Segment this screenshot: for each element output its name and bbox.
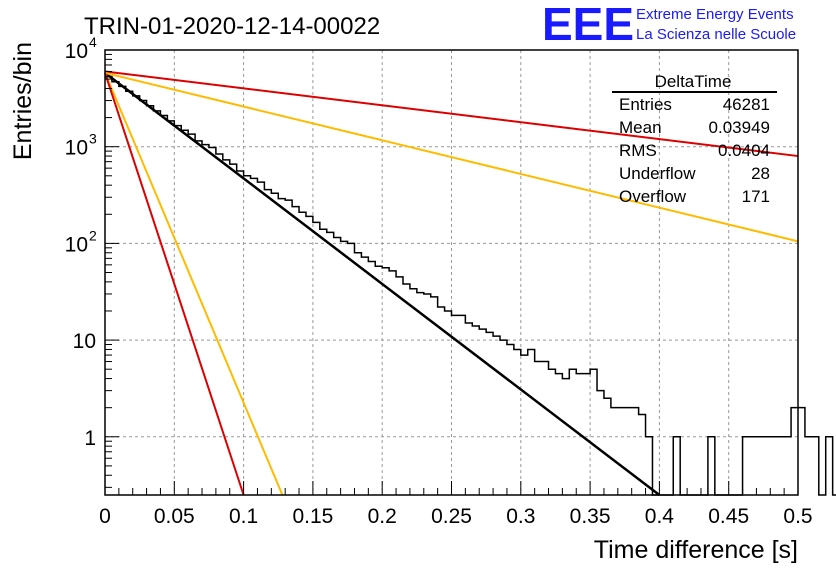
fit-curve-red-fast [104, 72, 245, 496]
x-tick-label: 0.4 [645, 505, 675, 528]
fit-curves [104, 70, 799, 496]
y-axis-label: Entries/bin [9, 42, 37, 160]
x-tick-label: 0 [99, 505, 111, 528]
x-tick-label: 0.5 [783, 505, 812, 528]
x-tick-labels: 0 0.05 0.1 0.15 0.2 0.25 0.3 0.35 0.4 0.45 0.5 [99, 505, 812, 528]
y-tick-label: 10 [73, 330, 96, 353]
x-tick-label: 0.25 [431, 505, 472, 528]
stats-value: 46281 [723, 95, 770, 114]
stats-value: 0.03949 [709, 118, 770, 137]
y-tick-exponent: 3 [89, 131, 97, 147]
x-axis-label: Time difference [s] [594, 536, 798, 564]
grid-lines [105, 50, 798, 495]
axis-ticks [104, 49, 799, 495]
x-tick-label: 0.1 [229, 505, 258, 528]
stats-name: DeltaTime [655, 72, 732, 91]
eee-logo: EEE Extreme Energy Events La Scienza nel… [542, 0, 796, 50]
y-tick-exponent: 2 [89, 227, 97, 243]
fit-curve-yellow-fast [104, 72, 284, 496]
x-tick-label: 0.15 [292, 505, 333, 528]
stats-value: 28 [751, 164, 770, 183]
logo-line-2: La Scienza nelle Scuole [636, 26, 796, 43]
fit-curve-red-slow [104, 70, 799, 158]
fit-curve-yellow-slow [104, 71, 799, 243]
stats-label: Entries [619, 95, 672, 114]
stats-label: RMS [619, 141, 657, 160]
x-tick-label: 0.05 [154, 505, 195, 528]
y-tick-label: 1 [84, 427, 96, 450]
y-tick-label: 10 [65, 233, 88, 256]
chart-title: TRIN-01-2020-12-14-00022 [84, 13, 380, 40]
stats-label: Underflow [619, 164, 696, 183]
fit-curve-black [104, 71, 661, 496]
x-tick-label: 0.35 [570, 505, 611, 528]
stats-box: DeltaTime Entries 46281 Mean 0.03949 RMS 0.04… [612, 72, 777, 206]
logo-line-1: Extreme Energy Events [636, 6, 794, 23]
x-tick-label: 0.3 [506, 505, 535, 528]
y-tick-label: 10 [65, 40, 88, 63]
stats-label: Mean [619, 118, 662, 137]
x-tick-label: 0.2 [368, 505, 397, 528]
logo-mark: EEE [542, 0, 634, 50]
stats-label: Overflow [619, 187, 687, 206]
y-tick-label: 10 [65, 137, 88, 160]
stats-value: 171 [742, 187, 770, 206]
y-tick-exponent: 4 [89, 34, 97, 50]
stats-value: 0.0404 [718, 141, 770, 160]
histogram-line [105, 75, 836, 496]
x-tick-label: 0.45 [708, 505, 749, 528]
